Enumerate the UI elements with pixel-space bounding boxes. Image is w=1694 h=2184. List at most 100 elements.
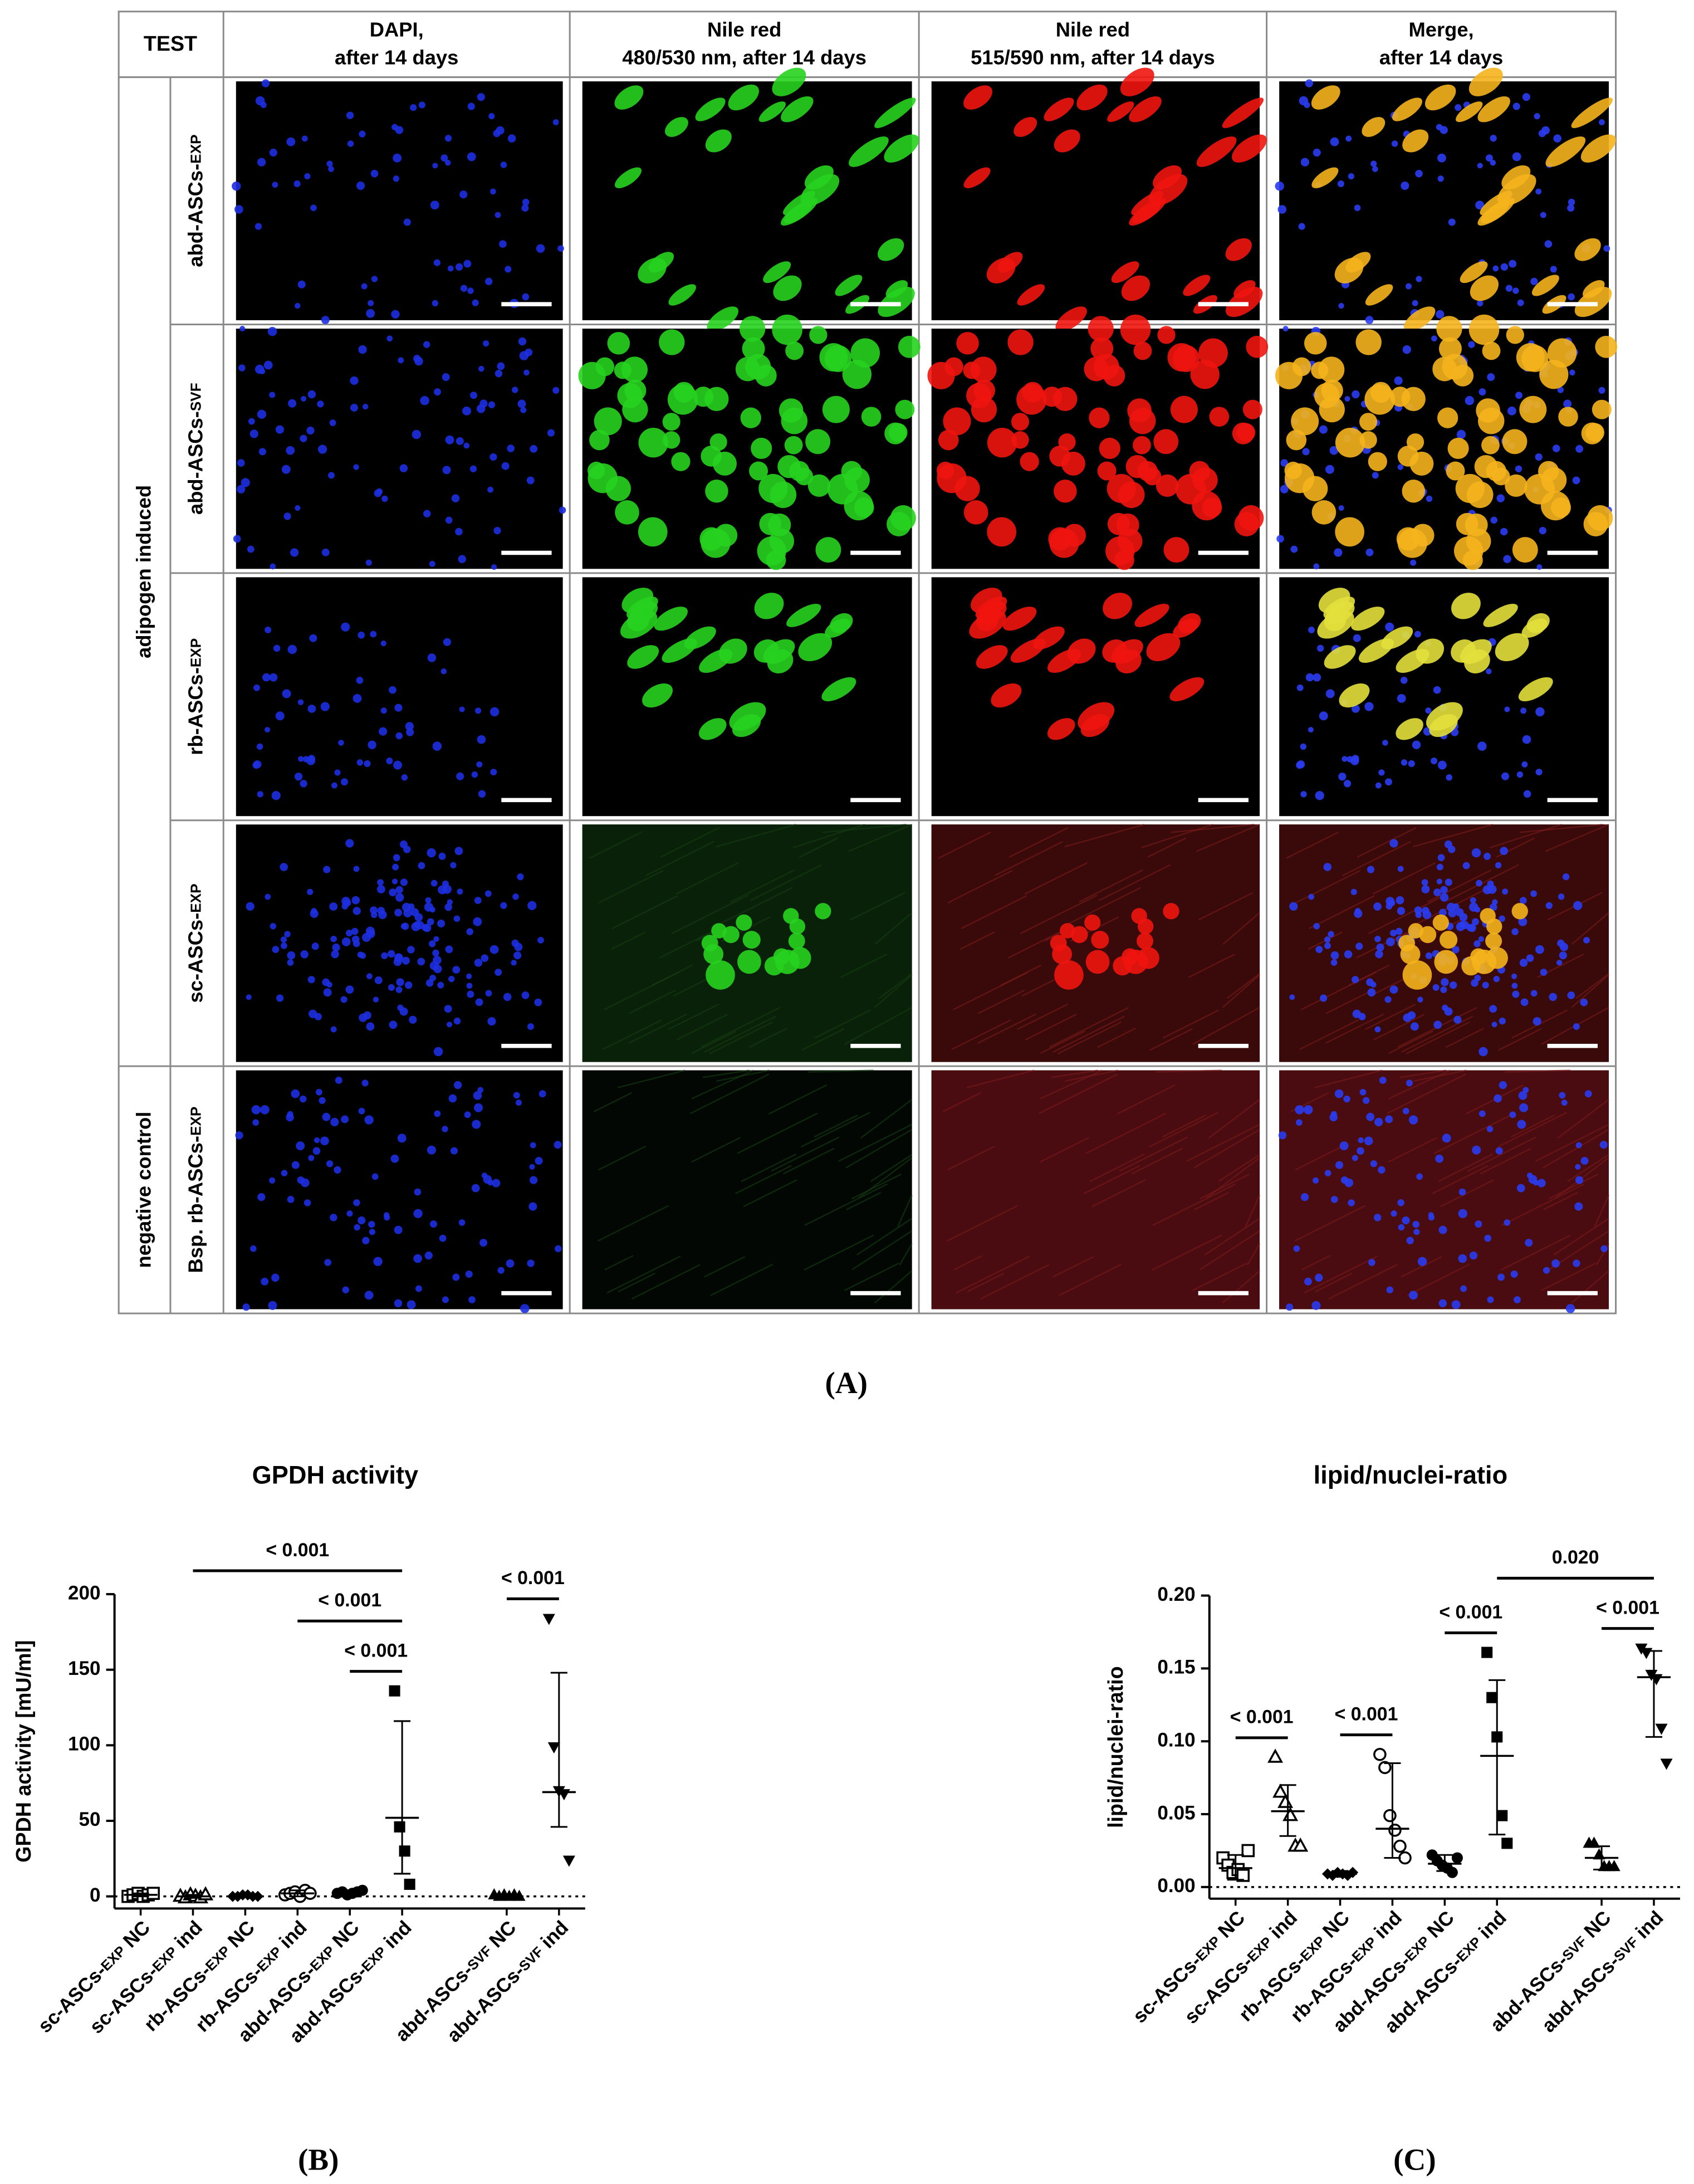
nucleus	[1535, 188, 1541, 195]
lipid-cell	[850, 338, 880, 368]
lipid-cell	[1456, 512, 1478, 535]
micrograph	[235, 1070, 563, 1313]
nucleus	[371, 276, 378, 282]
fiber	[1098, 864, 1171, 901]
nucleus	[1540, 969, 1548, 976]
nucleus	[552, 387, 560, 394]
nucleus	[257, 791, 263, 798]
nucleus	[1397, 693, 1406, 703]
nucleus	[1391, 1210, 1397, 1217]
p-value-label: < 0.001	[1596, 1597, 1659, 1618]
nucleus	[476, 761, 483, 768]
nucleus	[495, 969, 502, 976]
fiber	[1519, 824, 1603, 833]
fiber	[718, 887, 793, 925]
nucleus	[1541, 126, 1550, 135]
image-background	[582, 81, 912, 320]
nucleus	[396, 978, 404, 986]
fiber	[1490, 824, 1562, 848]
fiber	[899, 1243, 913, 1266]
group-label: adipogen induced	[132, 485, 155, 658]
lipid-cell	[1446, 461, 1465, 481]
nucleus	[474, 1103, 483, 1112]
nucleus	[1338, 302, 1344, 309]
nucleus	[364, 1291, 374, 1300]
nucleus	[485, 990, 492, 997]
nucleus	[316, 1088, 322, 1096]
nucleus	[297, 699, 304, 705]
nucleus	[1313, 923, 1320, 930]
lipid-cell	[1002, 607, 1037, 631]
micrograph	[931, 67, 1267, 332]
nucleus	[306, 426, 315, 435]
nucleus	[499, 240, 507, 248]
nucleus	[454, 847, 463, 856]
fiber	[1325, 1013, 1384, 1044]
lipid-cell	[1583, 280, 1605, 299]
nucleus	[525, 348, 533, 356]
lipid-cell	[825, 618, 851, 638]
nucleus	[354, 1224, 360, 1231]
nucleus	[403, 218, 411, 226]
nucleus	[1467, 924, 1476, 932]
nucleus	[273, 644, 281, 652]
fiber	[814, 1009, 871, 1039]
nucleus	[288, 399, 297, 408]
data-point	[146, 1887, 160, 1900]
lipid-cell	[1107, 512, 1130, 535]
nucleus	[1334, 1089, 1344, 1098]
lipid-cell	[970, 356, 997, 383]
fiber	[1325, 989, 1373, 1014]
nucleus	[326, 160, 333, 167]
lipid-cell	[1512, 537, 1538, 563]
nucleus	[303, 1199, 311, 1206]
lipid-cell	[1368, 452, 1387, 471]
nucleus	[487, 1017, 496, 1026]
fiber	[1440, 1179, 1495, 1208]
fiber	[783, 1147, 835, 1175]
nucleus	[1451, 1300, 1461, 1310]
nucleus	[1352, 976, 1359, 984]
lipid-cell	[737, 950, 761, 974]
nucleus	[1575, 1176, 1584, 1184]
nucleus	[1540, 212, 1546, 218]
lipid-cell	[1451, 593, 1481, 619]
image-background	[236, 1070, 563, 1310]
nucleus	[381, 952, 388, 959]
nucleus	[1425, 952, 1433, 959]
lipid-cell	[1020, 452, 1039, 471]
nucleus	[394, 908, 403, 917]
text-part: Bsp. rb-ASCs-	[184, 1136, 207, 1273]
fiber	[1218, 1154, 1260, 1182]
fiber	[1147, 837, 1187, 858]
nucleus	[1558, 893, 1565, 900]
nucleus	[468, 1296, 476, 1303]
fiber	[1594, 1195, 1610, 1228]
nucleus	[511, 960, 517, 966]
lipid-cell	[1396, 648, 1429, 673]
scale-bar	[1547, 798, 1598, 803]
nucleus	[1344, 950, 1353, 959]
micrograph	[1275, 314, 1618, 570]
nucleus	[250, 1245, 257, 1252]
lipid-cell	[1476, 398, 1500, 423]
nucleus	[1389, 985, 1398, 994]
scale-bar	[1198, 302, 1249, 306]
nucleus	[370, 911, 378, 918]
lipid-cell	[1017, 284, 1045, 306]
nucleus	[1556, 960, 1563, 966]
y-tick-label: 100	[68, 1733, 101, 1755]
fiber	[1206, 1157, 1260, 1199]
fiber	[814, 1115, 858, 1138]
fiber	[1149, 1028, 1193, 1051]
nucleus	[1442, 1004, 1448, 1011]
lipid-cell	[1153, 429, 1179, 455]
fiber	[1192, 1262, 1247, 1291]
lipid-cell	[1485, 932, 1502, 950]
nucleus	[433, 259, 441, 266]
nucleus	[1365, 548, 1374, 556]
nucleus	[393, 175, 399, 182]
nucleus	[294, 773, 303, 781]
nucleus	[432, 741, 442, 751]
nucleus	[1486, 1126, 1494, 1132]
